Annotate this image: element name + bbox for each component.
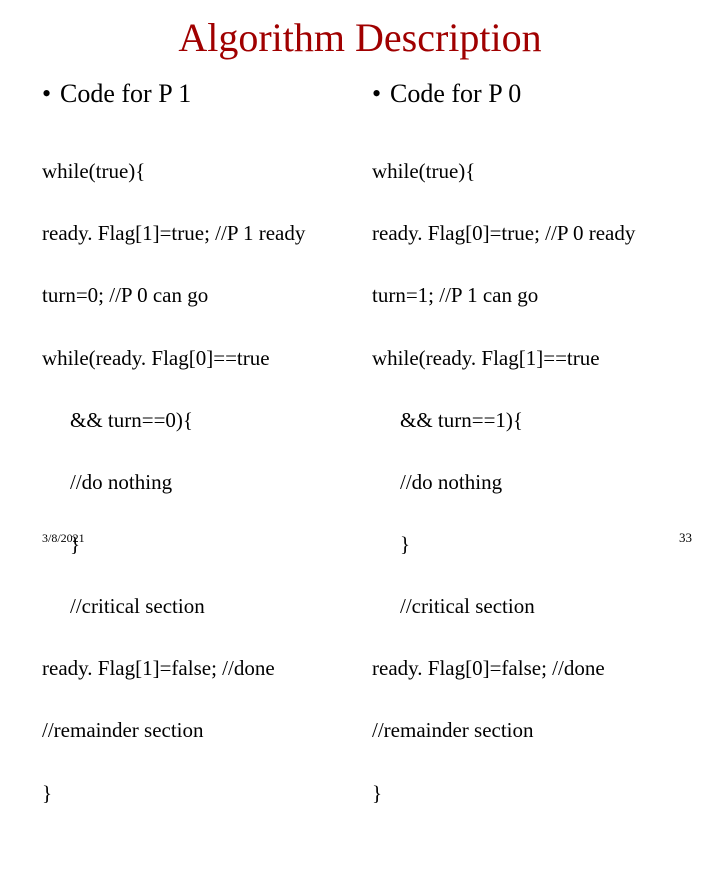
code-line: //remainder section: [372, 715, 692, 746]
code-line: ready. Flag[0]=false; //done: [372, 653, 692, 684]
code-line: //do nothing: [372, 467, 692, 498]
code-line: turn=0; //P 0 can go: [42, 280, 362, 311]
bullet-icon: •: [372, 79, 390, 109]
content-columns: •Code for P 1 while(true){ ready. Flag[1…: [0, 79, 720, 871]
code-line: ready. Flag[0]=true; //P 0 ready: [372, 218, 692, 249]
code-line: ready. Flag[1]=true; //P 1 ready: [42, 218, 362, 249]
code-line: //remainder section: [42, 715, 362, 746]
slide-number: 33: [679, 530, 692, 546]
code-line: while(ready. Flag[1]==true: [372, 343, 692, 374]
right-heading: •Code for P 0: [372, 79, 692, 109]
code-line: while(true){: [372, 156, 692, 187]
left-column: •Code for P 1 while(true){ ready. Flag[1…: [42, 79, 362, 871]
slide-title: Algorithm Description: [0, 14, 720, 61]
footer-date: 3/8/2021: [42, 531, 85, 546]
code-line: }: [42, 778, 362, 809]
code-line: }: [42, 529, 362, 560]
code-line: ready. Flag[1]=false; //done: [42, 653, 362, 684]
code-line: }: [372, 778, 692, 809]
left-code-block: while(true){ ready. Flag[1]=true; //P 1 …: [42, 125, 362, 871]
code-line: while(ready. Flag[0]==true: [42, 343, 362, 374]
left-heading-text: Code for P 1: [60, 79, 191, 108]
code-line: && turn==1){: [372, 405, 692, 436]
bullet-icon: •: [42, 79, 60, 109]
code-line: turn=1; //P 1 can go: [372, 280, 692, 311]
left-heading: •Code for P 1: [42, 79, 362, 109]
code-line: && turn==0){: [42, 405, 362, 436]
right-column: •Code for P 0 while(true){ ready. Flag[0…: [362, 79, 692, 871]
right-code-block: while(true){ ready. Flag[0]=true; //P 0 …: [372, 125, 692, 871]
code-line: //critical section: [42, 591, 362, 622]
code-line: //do nothing: [42, 467, 362, 498]
code-line: while(true){: [42, 156, 362, 187]
code-line: }: [372, 529, 692, 560]
code-line: //critical section: [372, 591, 692, 622]
right-heading-text: Code for P 0: [390, 79, 521, 108]
